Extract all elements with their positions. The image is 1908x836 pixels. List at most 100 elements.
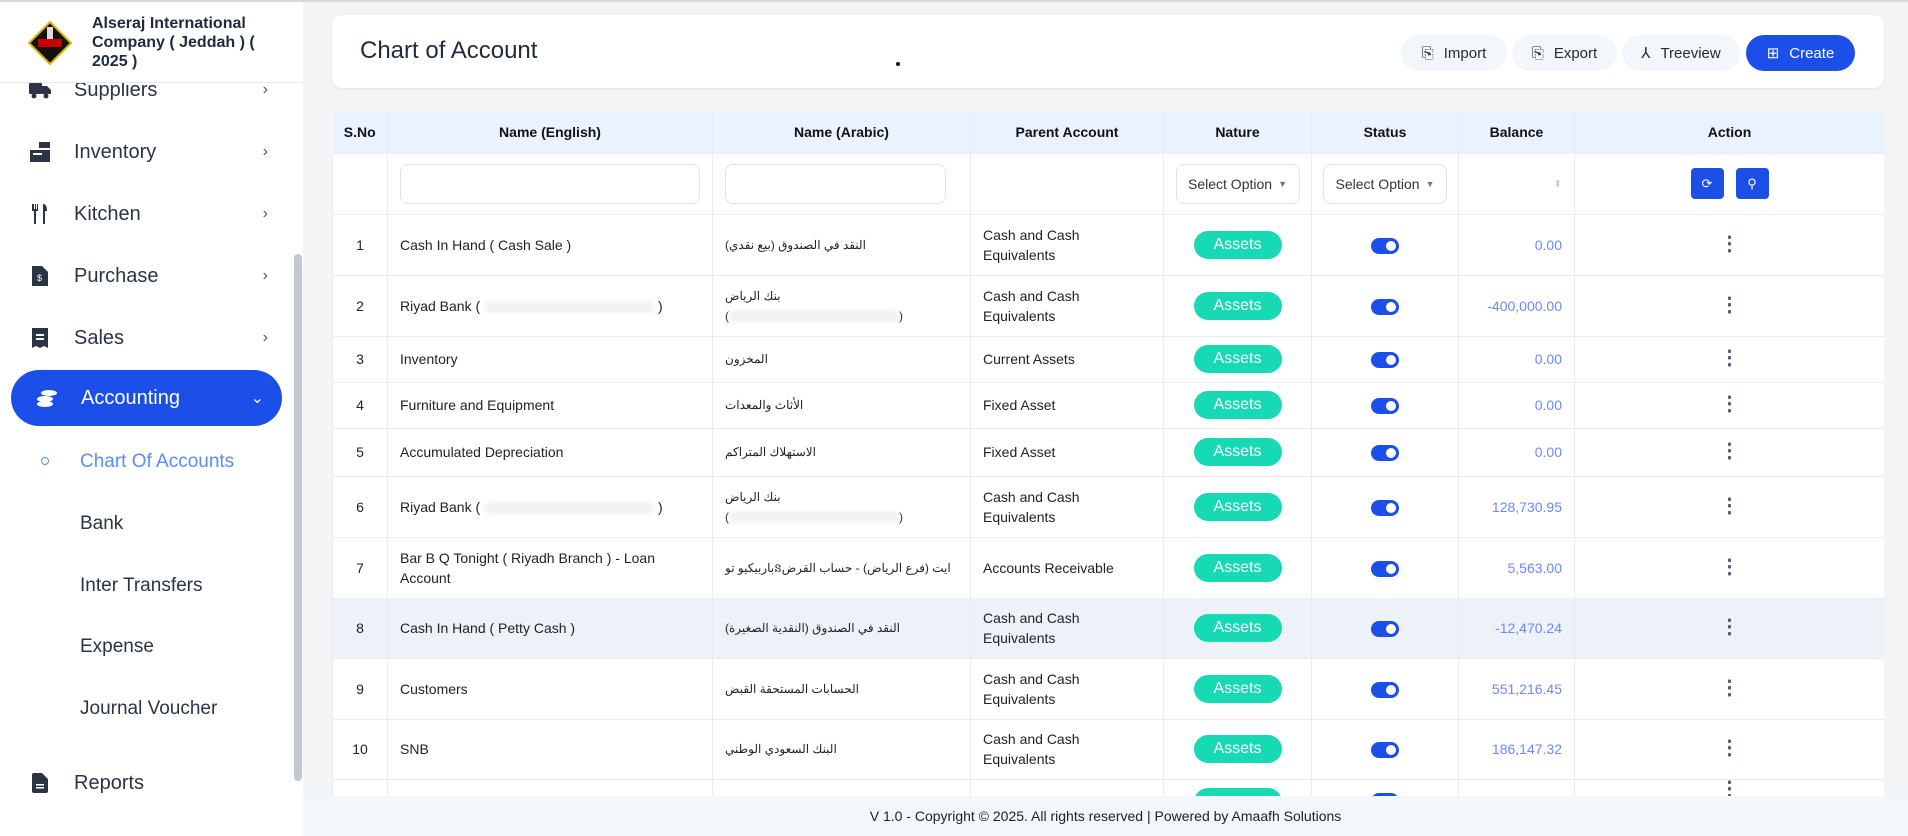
name-arabic-cell: الاستهلاك المتراكم xyxy=(712,427,971,477)
more-vertical-icon[interactable]: ⋮ xyxy=(1719,616,1740,638)
nature-cell: Assets xyxy=(1163,335,1312,383)
sidebar-subitem-bank[interactable]: Bank xyxy=(80,513,124,534)
nature-badge: Assets xyxy=(1193,438,1282,466)
more-vertical-icon[interactable]: ⋮ xyxy=(1719,347,1740,369)
nature-badge xyxy=(1193,787,1282,796)
nature-cell: Assets xyxy=(1163,657,1312,720)
name-english-cell: Cash In Hand ( Cash Sale ) xyxy=(387,213,713,276)
name-arabic-cell: باربيكيو توនايت (فرع الرياض) - حساب القر… xyxy=(712,536,971,599)
sidebar-item-kitchen[interactable]: Kitchen › xyxy=(28,194,278,234)
status-toggle[interactable] xyxy=(1371,237,1399,254)
more-vertical-icon[interactable]: ⋮ xyxy=(1719,393,1740,415)
parent-account-cell: Cash and Cash Equivalents xyxy=(970,657,1164,720)
nature-cell: Assets xyxy=(1163,597,1312,659)
status-toggle[interactable] xyxy=(1371,621,1399,638)
document-icon xyxy=(28,771,52,795)
status-toggle[interactable] xyxy=(1371,445,1399,462)
page-title: Chart of Account xyxy=(360,37,538,64)
more-vertical-icon[interactable]: ⋮ xyxy=(1719,555,1740,578)
status-filter-select[interactable]: Select Option ▼ xyxy=(1323,163,1447,204)
nature-badge: Assets xyxy=(1193,230,1282,259)
table-row[interactable]: 7 Bar B Q Tonight ( Riyadh Branch ) - Lo… xyxy=(332,536,1884,599)
sidebar-item-label: Accounting xyxy=(81,386,180,409)
chevron-right-icon: › xyxy=(262,143,268,160)
table-row[interactable]: 2 Riyad Bank ( ) بنك الرياض() Cash and C… xyxy=(332,274,1884,337)
table-row[interactable]: 4 Furniture and Equipment الأثاث والمعدا… xyxy=(332,381,1884,429)
file-plus-icon: ⊞ xyxy=(1766,45,1780,62)
more-vertical-icon[interactable]: ⋮ xyxy=(1719,440,1740,462)
table-row[interactable]: 1 Cash In Hand ( Cash Sale ) النقد في ال… xyxy=(332,213,1884,276)
cursor-dot xyxy=(896,62,900,66)
parent-account-cell: Cash and Cash Equivalents xyxy=(970,274,1164,337)
parent-account-cell: Fixed Asset xyxy=(970,427,1164,477)
nature-cell: Assets xyxy=(1163,381,1312,429)
table-header: S.No Name (English) Name (Arabic) Parent… xyxy=(332,112,1884,153)
sidebar: Suppliers › Alseraj International Company… xyxy=(0,2,303,836)
nature-cell: Assets xyxy=(1163,427,1312,477)
sidebar-item-purchase[interactable]: $ Purchase › xyxy=(28,256,278,296)
more-vertical-icon[interactable]: ⋮ xyxy=(1719,777,1740,797)
sidebar-subitem-journal-voucher[interactable]: Journal Voucher xyxy=(80,698,218,719)
sidebar-subitem-chart-of-accounts[interactable]: Chart Of Accounts xyxy=(80,451,235,472)
reset-filter-button[interactable]: ⟳ xyxy=(1690,168,1724,199)
sidebar-item-label: Suppliers xyxy=(74,78,158,101)
action-cell: ⋮ xyxy=(1574,657,1884,720)
status-toggle[interactable] xyxy=(1371,352,1399,369)
name-english-filter-input[interactable] xyxy=(400,163,700,204)
name-arabic-cell: الحسابات المستحقة القبض xyxy=(712,657,971,720)
action-cell: ⋮ xyxy=(1574,274,1884,337)
status-toggle[interactable] xyxy=(1371,742,1399,759)
import-button[interactable]: ⎘ Import xyxy=(1401,35,1507,71)
sidebar-scrollbar[interactable] xyxy=(294,254,302,781)
redacted-text xyxy=(729,511,899,524)
treeview-button[interactable]: ⅄ Treeview xyxy=(1622,35,1740,71)
create-button[interactable]: ⊞ Create xyxy=(1746,35,1855,71)
status-cell xyxy=(1311,536,1459,599)
name-arabic-filter-input[interactable] xyxy=(725,163,947,204)
sidebar-item-accounting[interactable]: Accounting ⌄ xyxy=(11,370,282,426)
sort-icon[interactable]: ⬍ xyxy=(1553,179,1562,190)
more-vertical-icon[interactable]: ⋮ xyxy=(1719,232,1740,255)
sidebar-item-sales[interactable]: Sales › xyxy=(28,318,278,358)
status-cell xyxy=(1311,657,1459,720)
status-toggle[interactable] xyxy=(1371,792,1399,796)
sidebar-item-inventory[interactable]: Inventory › xyxy=(28,132,278,172)
table-row[interactable]: 5 Accumulated Depreciation الاستهلاك الم… xyxy=(332,427,1884,477)
nature-cell: Assets xyxy=(1163,213,1312,276)
table-row[interactable]: 10 SNB البنك السعودي الوطني Cash and Cas… xyxy=(332,718,1884,780)
col-name-english: Name (English) xyxy=(387,112,713,153)
status-cell xyxy=(1311,213,1459,276)
sidebar-subitem-inter-transfers[interactable]: Inter Transfers xyxy=(80,575,203,596)
more-vertical-icon[interactable]: ⋮ xyxy=(1719,737,1740,759)
inventory-icon xyxy=(28,140,52,164)
table-row[interactable]: ⋮ xyxy=(332,777,1884,797)
col-name-arabic: Name (Arabic) xyxy=(712,112,971,153)
status-toggle[interactable] xyxy=(1371,499,1399,516)
sidebar-subitem-expense[interactable]: Expense xyxy=(80,636,154,657)
status-toggle[interactable] xyxy=(1371,560,1399,577)
more-vertical-icon[interactable]: ⋮ xyxy=(1719,676,1740,699)
nature-filter-select[interactable]: Select Option ▼ xyxy=(1175,163,1300,204)
name-arabic-cell: المخزون xyxy=(712,335,971,383)
sidebar-item-suppliers[interactable]: Suppliers › xyxy=(28,70,278,110)
parent-account-cell: Cash and Cash Equivalents xyxy=(970,213,1164,276)
table-row[interactable]: 8 Cash In Hand ( Petty Cash ) النقد في ا… xyxy=(332,597,1884,659)
export-button[interactable]: ⎘ Export xyxy=(1512,35,1617,71)
table-row[interactable]: 9 Customers الحسابات المستحقة القبض Cash… xyxy=(332,657,1884,720)
table-row[interactable]: 6 Riyad Bank ( ) بنك الرياض() Cash and C… xyxy=(332,475,1884,538)
search-button[interactable]: ⚲ xyxy=(1735,168,1769,199)
table-row[interactable]: 3 Inventory المخزون Current Assets Asset… xyxy=(332,335,1884,383)
name-english-cell: SNB xyxy=(387,718,713,780)
status-toggle[interactable] xyxy=(1371,398,1399,415)
more-vertical-icon[interactable]: ⋮ xyxy=(1719,494,1740,517)
status-toggle[interactable] xyxy=(1371,298,1399,315)
sidebar-item-reports[interactable]: Reports xyxy=(28,763,278,803)
file-export-icon: ⎘ xyxy=(1531,44,1544,62)
parent-account-cell: Current Assets xyxy=(970,335,1164,383)
more-vertical-icon[interactable]: ⋮ xyxy=(1719,293,1740,316)
chevron-right-icon: › xyxy=(262,81,268,98)
sidebar-item-label: Inventory xyxy=(74,140,157,163)
sno-cell: 7 xyxy=(332,536,388,599)
status-toggle[interactable] xyxy=(1371,681,1399,698)
company-logo xyxy=(28,21,72,65)
